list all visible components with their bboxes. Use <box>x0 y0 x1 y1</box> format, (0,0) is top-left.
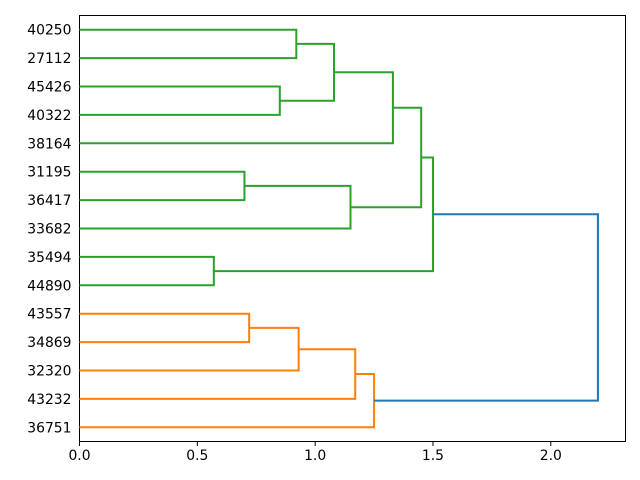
leaf-label: 38164 <box>27 136 71 152</box>
leaf-label: 32320 <box>27 364 71 380</box>
x-tick-label: 0.5 <box>186 448 208 464</box>
leaf-label: 43557 <box>27 307 71 323</box>
x-tick-label: 2.0 <box>540 448 562 464</box>
leaf-label: 36417 <box>27 193 71 209</box>
leaf-label: 36751 <box>27 420 71 436</box>
dendrogram-link-G3 <box>279 42 336 102</box>
dendrogram-link-O4 <box>79 373 376 429</box>
x-tick-label: 0.0 <box>68 448 90 464</box>
dendrogram-link-G1 <box>79 28 298 60</box>
leaf-label: 44890 <box>27 278 71 294</box>
dendrogram-link-G2 <box>79 85 281 116</box>
leaf-label: 34869 <box>27 335 71 351</box>
leaf-label: 31195 <box>27 165 71 181</box>
dendrogram-link-O1 <box>79 312 251 344</box>
leaf-label: 27112 <box>27 51 71 67</box>
dendrogram-link-G4 <box>79 71 394 145</box>
dendrogram-link-O3 <box>79 348 357 400</box>
dendrogram-link-G8 <box>79 255 215 287</box>
dendrogram-link-G9 <box>213 156 434 273</box>
dendrogram-link-G7 <box>350 106 423 209</box>
x-tick-label: 1.5 <box>422 448 444 464</box>
leaf-label: 33682 <box>27 222 71 238</box>
dendrogram-link-G6 <box>79 184 352 230</box>
leaf-label: 40322 <box>27 108 71 124</box>
dendrogram-link-O2 <box>79 326 300 372</box>
leaf-label: 43232 <box>27 392 71 408</box>
leaf-label: 40250 <box>27 23 71 39</box>
dendrogram-link-G5 <box>79 170 246 202</box>
dendrogram-link-ROOT <box>374 213 599 402</box>
x-tick-label: 1.0 <box>304 448 326 464</box>
leaf-label: 35494 <box>27 250 71 266</box>
leaf-label: 45426 <box>27 80 71 96</box>
